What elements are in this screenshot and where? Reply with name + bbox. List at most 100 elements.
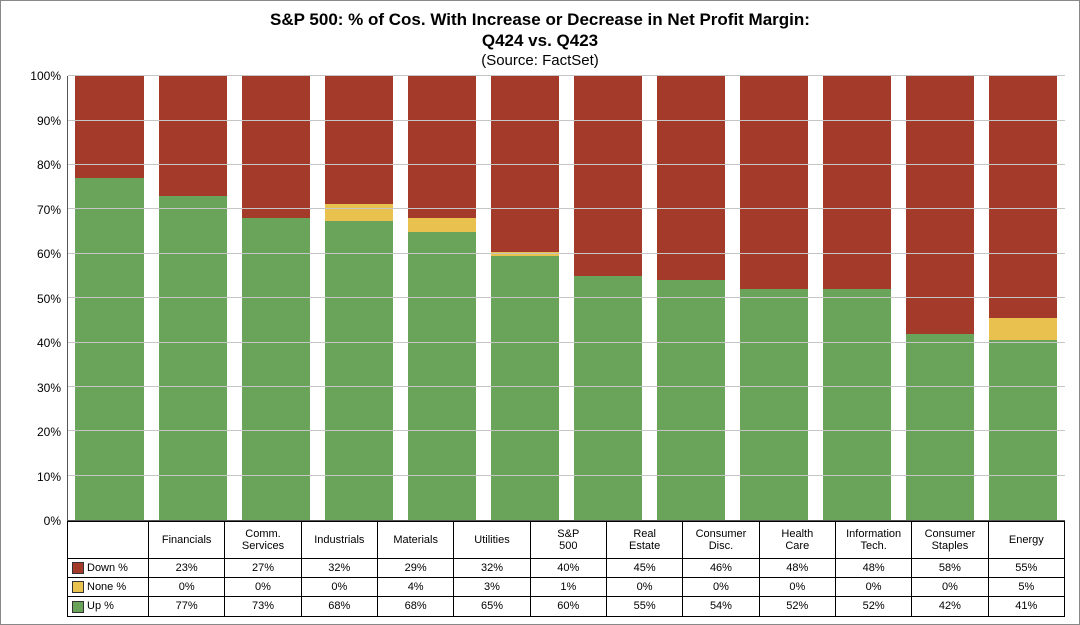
table-row: Up %77%73%68%68%65%60%55%54%52%52%42%41% bbox=[68, 597, 1065, 616]
gridline bbox=[68, 342, 1065, 343]
gridline bbox=[68, 475, 1065, 476]
category-header: Energy bbox=[988, 522, 1064, 559]
table-cell: 54% bbox=[683, 597, 759, 616]
chart-title-block: S&P 500: % of Cos. With Increase or Decr… bbox=[15, 9, 1065, 70]
gridline bbox=[68, 208, 1065, 209]
stacked-bar bbox=[408, 76, 476, 520]
table-cell: 77% bbox=[149, 597, 225, 616]
bar-segment-down bbox=[574, 76, 642, 276]
bar-slot bbox=[151, 76, 234, 520]
y-tick-label: 30% bbox=[37, 381, 61, 395]
chart-title-1: S&P 500: % of Cos. With Increase or Decr… bbox=[15, 9, 1065, 30]
bar-segment-down bbox=[989, 76, 1057, 318]
bar-segment-down bbox=[159, 76, 227, 196]
bar-segment-up bbox=[906, 334, 974, 520]
category-header: ConsumerDisc. bbox=[683, 522, 759, 559]
legend-swatch bbox=[72, 581, 84, 593]
category-header: Comm.Services bbox=[225, 522, 301, 559]
table-cell: 0% bbox=[759, 578, 835, 597]
y-tick-label: 80% bbox=[37, 158, 61, 172]
chart-title-2: Q424 vs. Q423 bbox=[15, 30, 1065, 51]
table-header-row: FinancialsComm.ServicesIndustrialsMateri… bbox=[68, 522, 1065, 559]
stacked-bar bbox=[159, 76, 227, 520]
table-cell: 58% bbox=[912, 559, 988, 578]
bar-segment-down bbox=[823, 76, 891, 289]
category-header: Materials bbox=[377, 522, 453, 559]
bar-segment-up bbox=[491, 256, 559, 520]
category-header: Financials bbox=[149, 522, 225, 559]
table-cell: 1% bbox=[530, 578, 606, 597]
table-cell: 0% bbox=[225, 578, 301, 597]
category-header: ConsumerStaples bbox=[912, 522, 988, 559]
y-axis: 0%10%20%30%40%50%60%70%80%90%100% bbox=[15, 76, 67, 521]
bar-slot bbox=[566, 76, 649, 520]
table-cell: 0% bbox=[912, 578, 988, 597]
bar-segment-up bbox=[75, 178, 143, 520]
stacked-bar bbox=[906, 76, 974, 520]
stacked-bar bbox=[491, 76, 559, 520]
bar-segment-up bbox=[740, 289, 808, 520]
table-cell: 52% bbox=[835, 597, 911, 616]
stacked-bar bbox=[242, 76, 310, 520]
table-cell: 0% bbox=[301, 578, 377, 597]
table-cell: 55% bbox=[988, 559, 1064, 578]
table-cell: 3% bbox=[454, 578, 530, 597]
stacked-bar bbox=[823, 76, 891, 520]
data-table: FinancialsComm.ServicesIndustrialsMateri… bbox=[67, 521, 1065, 616]
bar-segment-down bbox=[906, 76, 974, 334]
table-cell: 27% bbox=[225, 559, 301, 578]
chart-source: (Source: FactSet) bbox=[15, 52, 1065, 71]
table-cell: 52% bbox=[759, 597, 835, 616]
table-cell: 60% bbox=[530, 597, 606, 616]
bar-slot bbox=[733, 76, 816, 520]
stacked-bar bbox=[75, 76, 143, 520]
category-header: Industrials bbox=[301, 522, 377, 559]
bar-slot bbox=[899, 76, 982, 520]
table-row: Down %23%27%32%29%32%40%45%46%48%48%58%5… bbox=[68, 559, 1065, 578]
table-corner-cell bbox=[68, 522, 149, 559]
stacked-bar bbox=[325, 76, 393, 520]
table-cell: 32% bbox=[301, 559, 377, 578]
table-cell: 23% bbox=[149, 559, 225, 578]
series-legend-cell: Up % bbox=[68, 597, 149, 616]
table-cell: 5% bbox=[988, 578, 1064, 597]
y-tick-label: 50% bbox=[37, 292, 61, 306]
stacked-bar bbox=[989, 76, 1057, 520]
y-tick-label: 100% bbox=[30, 69, 61, 83]
bar-segment-none bbox=[989, 318, 1057, 340]
table-cell: 0% bbox=[835, 578, 911, 597]
table-cell: 46% bbox=[683, 559, 759, 578]
bar-slot bbox=[982, 76, 1065, 520]
table-cell: 0% bbox=[683, 578, 759, 597]
gridline bbox=[68, 75, 1065, 76]
stacked-bar bbox=[574, 76, 642, 520]
table-cell: 40% bbox=[530, 559, 606, 578]
category-header: HealthCare bbox=[759, 522, 835, 559]
gridline bbox=[68, 253, 1065, 254]
bar-slot bbox=[483, 76, 566, 520]
bar-slot bbox=[68, 76, 151, 520]
series-legend-cell: Down % bbox=[68, 559, 149, 578]
table-row: None %0%0%0%4%3%1%0%0%0%0%0%5% bbox=[68, 578, 1065, 597]
gridline bbox=[68, 430, 1065, 431]
category-header: InformationTech. bbox=[835, 522, 911, 559]
bar-segment-down bbox=[657, 76, 725, 280]
table-cell: 0% bbox=[149, 578, 225, 597]
table-cell: 55% bbox=[606, 597, 682, 616]
table-cell: 32% bbox=[454, 559, 530, 578]
bar-segment-down bbox=[408, 76, 476, 218]
y-tick-label: 0% bbox=[44, 514, 61, 528]
bar-segment-up bbox=[823, 289, 891, 520]
bar-segment-up bbox=[408, 232, 476, 521]
bar-segment-down bbox=[325, 76, 393, 203]
table-cell: 41% bbox=[988, 597, 1064, 616]
stacked-bar bbox=[657, 76, 725, 520]
y-tick-label: 70% bbox=[37, 203, 61, 217]
table-cell: 68% bbox=[301, 597, 377, 616]
category-header: RealEstate bbox=[606, 522, 682, 559]
y-tick-label: 10% bbox=[37, 470, 61, 484]
table-cell: 68% bbox=[377, 597, 453, 616]
y-tick-label: 90% bbox=[37, 114, 61, 128]
table-cell: 48% bbox=[759, 559, 835, 578]
bar-segment-down bbox=[242, 76, 310, 218]
